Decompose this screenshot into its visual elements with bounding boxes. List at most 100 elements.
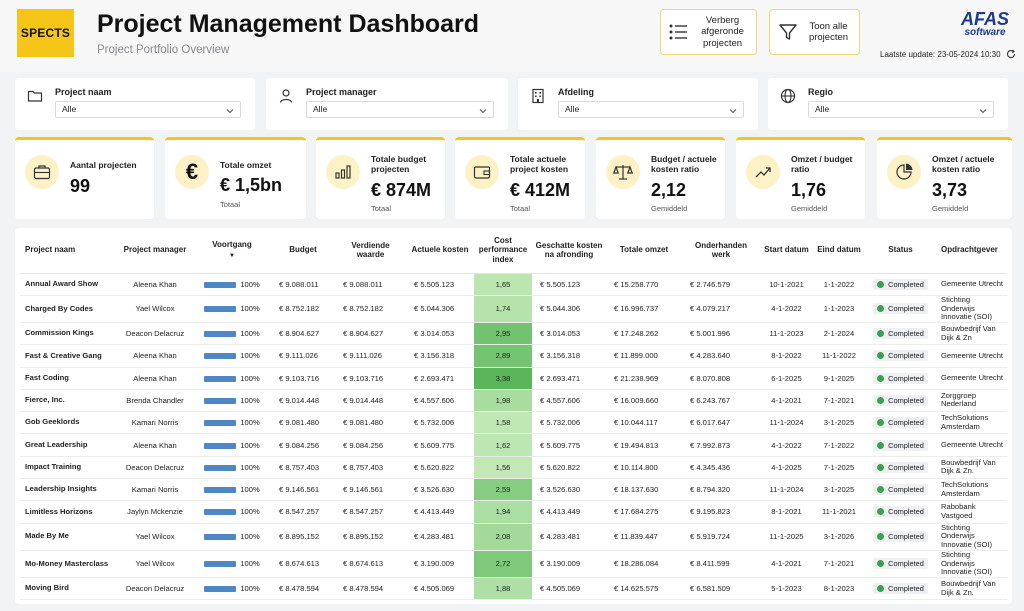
client-cell: TechSolutions Amsterdam [936,411,1007,435]
hide-completed-button[interactable]: Verberg afgeronde projecten [660,9,757,55]
table-row[interactable]: Mo-Money Masterclass Yael Wilcox 100% € 8.6… [20,550,1007,578]
start-date-cell: 8-1-2022 [760,344,813,368]
actual-costs-cell: € 2.693.471 [406,367,474,390]
page-subtitle: Project Portfolio Overview [97,44,230,56]
table-row[interactable]: Annual Award Show Aleena Khan 100% € 9.088.… [20,273,1007,296]
table-row[interactable]: Moving Bird Deacon Delacruz 100% € 8.478.59… [20,577,1007,601]
cpi-cell: 2,72 [474,550,532,578]
progress-cell: 100% [193,273,271,296]
kpi-sub: Gemiddeld [651,204,688,213]
status-label: Completed [888,279,924,289]
start-date-cell: 10-1-2021 [760,273,813,296]
kpi-value: € 874M [371,180,432,200]
col-earned-value-header[interactable]: Verdiende waarde [335,228,406,274]
col-progress-header[interactable]: Voortgang ▼ [193,228,271,274]
budget-cell: € 8.752.182 [271,295,335,323]
revenue-cell: € 11.839.447 [606,523,682,551]
earned-value-cell: € 8.895.152 [335,523,406,551]
project-name-cell: Fast & Creative Gang [20,344,117,368]
col-estimated-costs-header[interactable]: Geschatte kosten na afronding [532,228,606,274]
table-row[interactable]: Limitless Horizons Jaylyn Mckenzie 100% € 8… [20,500,1007,524]
earned-value-cell: € 9.111.026 [335,344,406,368]
sort-desc-icon[interactable]: ▼ [229,252,235,259]
last-update: Laatste update: 23-05-2024 10:30 [880,49,1016,59]
project-name-select[interactable]: Alle [55,101,241,118]
col-start-date-header[interactable]: Start datum [760,228,813,274]
column-label: Budget [289,245,317,255]
wip-cell: € 8.411.599 [682,550,760,578]
status-label: Completed [888,373,924,383]
select-value: Alle [565,104,580,114]
revenue-cell: € 18.286.084 [606,550,682,578]
table-row[interactable]: Impact Training Deacon Delacruz 100% € 8.75… [20,456,1007,480]
actual-costs-cell: € 4.413.449 [406,500,474,524]
col-client-header[interactable]: Opdrachtgever [936,228,1007,274]
project-table: Project naam Project manager Voortgang ▼ Bud… [20,228,1007,601]
kpi-sub: Totaal [220,200,241,209]
budget-cell: € 9.088.011 [271,273,335,296]
table-row[interactable]: Charged By Codes Yael Wilcox 100% € 8.752.1… [20,295,1007,323]
col-status-header[interactable]: Status [865,228,936,274]
header: SPECTS Project Management Dashboard Proj… [0,0,1024,72]
col-total-revenue-header[interactable]: Totale omzet [606,228,682,274]
kpi-value: € 412M [510,180,571,200]
wip-cell: € 9.195.823 [682,500,760,524]
region-select[interactable]: Alle [808,101,994,118]
show-all-button[interactable]: Toon alle projecten [769,9,860,55]
select-value: Alle [313,104,328,114]
project-manager-select[interactable]: Alle [306,101,494,118]
progress-value: 100% [240,584,260,594]
progress-bar [204,442,237,449]
earned-value-cell: € 8.547.257 [335,500,406,524]
table-row[interactable]: Fierce, Inc. Brenda Chandler 100% € 9.014.4… [20,389,1007,413]
start-date-cell: 4-1-2021 [760,389,813,413]
progress-bar [204,375,237,382]
col-wip-header[interactable]: Onderhanden werk [682,228,760,274]
table-row[interactable]: Fast & Creative Gang Aleena Khan 100% € 9.1… [20,344,1007,368]
cpi-cell: 1,74 [474,295,532,323]
department-select[interactable]: Alle [558,101,744,118]
status-label: Completed [888,584,924,594]
col-cpi-header[interactable]: Cost performance index [474,228,532,274]
table-row[interactable]: Fast Coding Aleena Khan 100% € 9.103.716 € 9… [20,367,1007,390]
kpi-title: Totale actuele project kosten [510,154,569,175]
kpi-value: 99 [70,176,91,196]
status-label: Completed [888,485,924,495]
status-cell: Completed [865,389,936,413]
project-name-cell: Limitless Horizons [20,500,117,524]
table-row[interactable]: Made By Me Yael Wilcox 100% € 8.895.152 € 8.… [20,523,1007,551]
col-budget-header[interactable]: Budget [271,228,335,274]
filter-label: Regio [808,87,834,97]
col-actual-costs-header[interactable]: Actuele kosten [406,228,474,274]
end-date-cell: 11-1-2022 [813,344,865,368]
manager-cell: Aleena Khan [117,344,193,368]
col-project-manager-header[interactable]: Project manager [117,228,193,274]
budget-cell: € 9.081.480 [271,411,335,435]
progress-bar [204,353,237,360]
start-date-cell: 11-1-2023 [760,322,813,346]
wip-cell: € 6.017.647 [682,411,760,435]
table-row[interactable]: Commission Kings Deacon Delacruz 100% € 8.9… [20,322,1007,346]
refresh-icon[interactable] [1006,49,1016,59]
table-row[interactable]: Leadership Insights Kamari Norris 100% € 9.… [20,478,1007,502]
budget-cell: € 8.757.403 [271,456,335,480]
kpi-value: 3,73 [932,180,968,200]
actual-costs-cell: € 4.557.606 [406,389,474,413]
trend-up-icon [746,155,780,189]
table-row[interactable]: Great Leadership Aleena Khan 100% € 9.084.2… [20,433,1007,457]
col-end-date-header[interactable]: Eind datum [813,228,865,274]
col-project-name-header[interactable]: Project naam [20,228,117,274]
end-date-cell: 3-1-2026 [813,523,865,551]
revenue-cell: € 10.114.800 [606,456,682,480]
client-cell: Stichting Onderwijs Innovatie (SOI) [936,295,1007,323]
earned-value-cell: € 9.146.561 [335,478,406,502]
progress-cell: 100% [193,295,271,323]
client-cell: Rabobank Vastgoed [936,500,1007,524]
filter-department: Afdeling Alle [518,78,758,130]
manager-cell: Yael Wilcox [117,295,193,323]
table-row[interactable]: Gob Geeklords Kamari Norris 100% € 9.081.48… [20,411,1007,435]
progress-bar [204,464,237,471]
earned-value-cell: € 8.752.182 [335,295,406,323]
end-date-cell: 9-1-2025 [813,367,865,390]
budget-cell: € 8.478.594 [271,577,335,601]
